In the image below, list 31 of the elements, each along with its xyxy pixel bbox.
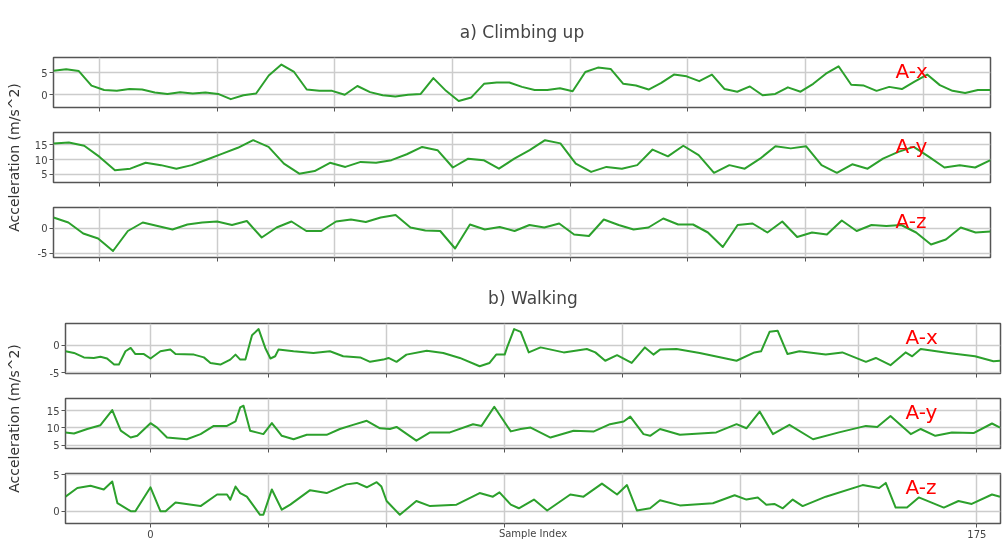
line-series bbox=[65, 404, 1001, 442]
y-tick-label: 0 bbox=[41, 89, 48, 101]
annotation: A-y bbox=[905, 399, 938, 424]
y-tick-label: 5 bbox=[41, 67, 48, 79]
x-tick-label: 175 bbox=[967, 528, 987, 540]
x-axis-title: Sample Index bbox=[498, 527, 568, 539]
y-tick-label: 0 bbox=[41, 223, 48, 234]
chart-title: a) Climbing up bbox=[459, 21, 585, 42]
chart-title: b) Walking bbox=[488, 287, 578, 308]
y-tick-label: 5 bbox=[53, 440, 60, 452]
line-series bbox=[53, 139, 991, 175]
y-tick-label: 5 bbox=[41, 169, 48, 181]
y-tick-label: 10 bbox=[34, 154, 48, 166]
y-tick-label: 0 bbox=[53, 340, 60, 352]
y-tick-label: 15 bbox=[34, 139, 48, 151]
y-axis-title: Acceleration (m/s^2) bbox=[5, 344, 22, 493]
y-tick-label: 0 bbox=[53, 506, 60, 518]
line-series bbox=[53, 214, 991, 252]
y-tick-label: -5 bbox=[37, 248, 48, 259]
annotation: A-x bbox=[895, 58, 928, 83]
y-tick-label: 10 bbox=[46, 422, 60, 434]
y-tick-label: 5 bbox=[53, 469, 60, 481]
annotation: A-z bbox=[905, 474, 937, 499]
y-tick-label: -5 bbox=[49, 367, 60, 379]
y-axis-title: Acceleration (m/s^2) bbox=[5, 83, 22, 232]
y-tick-label: 15 bbox=[46, 405, 60, 417]
annotation: A-z bbox=[895, 208, 927, 233]
line-series bbox=[65, 480, 1001, 516]
annotation: A-x bbox=[905, 324, 938, 349]
line-series bbox=[53, 63, 991, 102]
line-series bbox=[65, 328, 1001, 368]
